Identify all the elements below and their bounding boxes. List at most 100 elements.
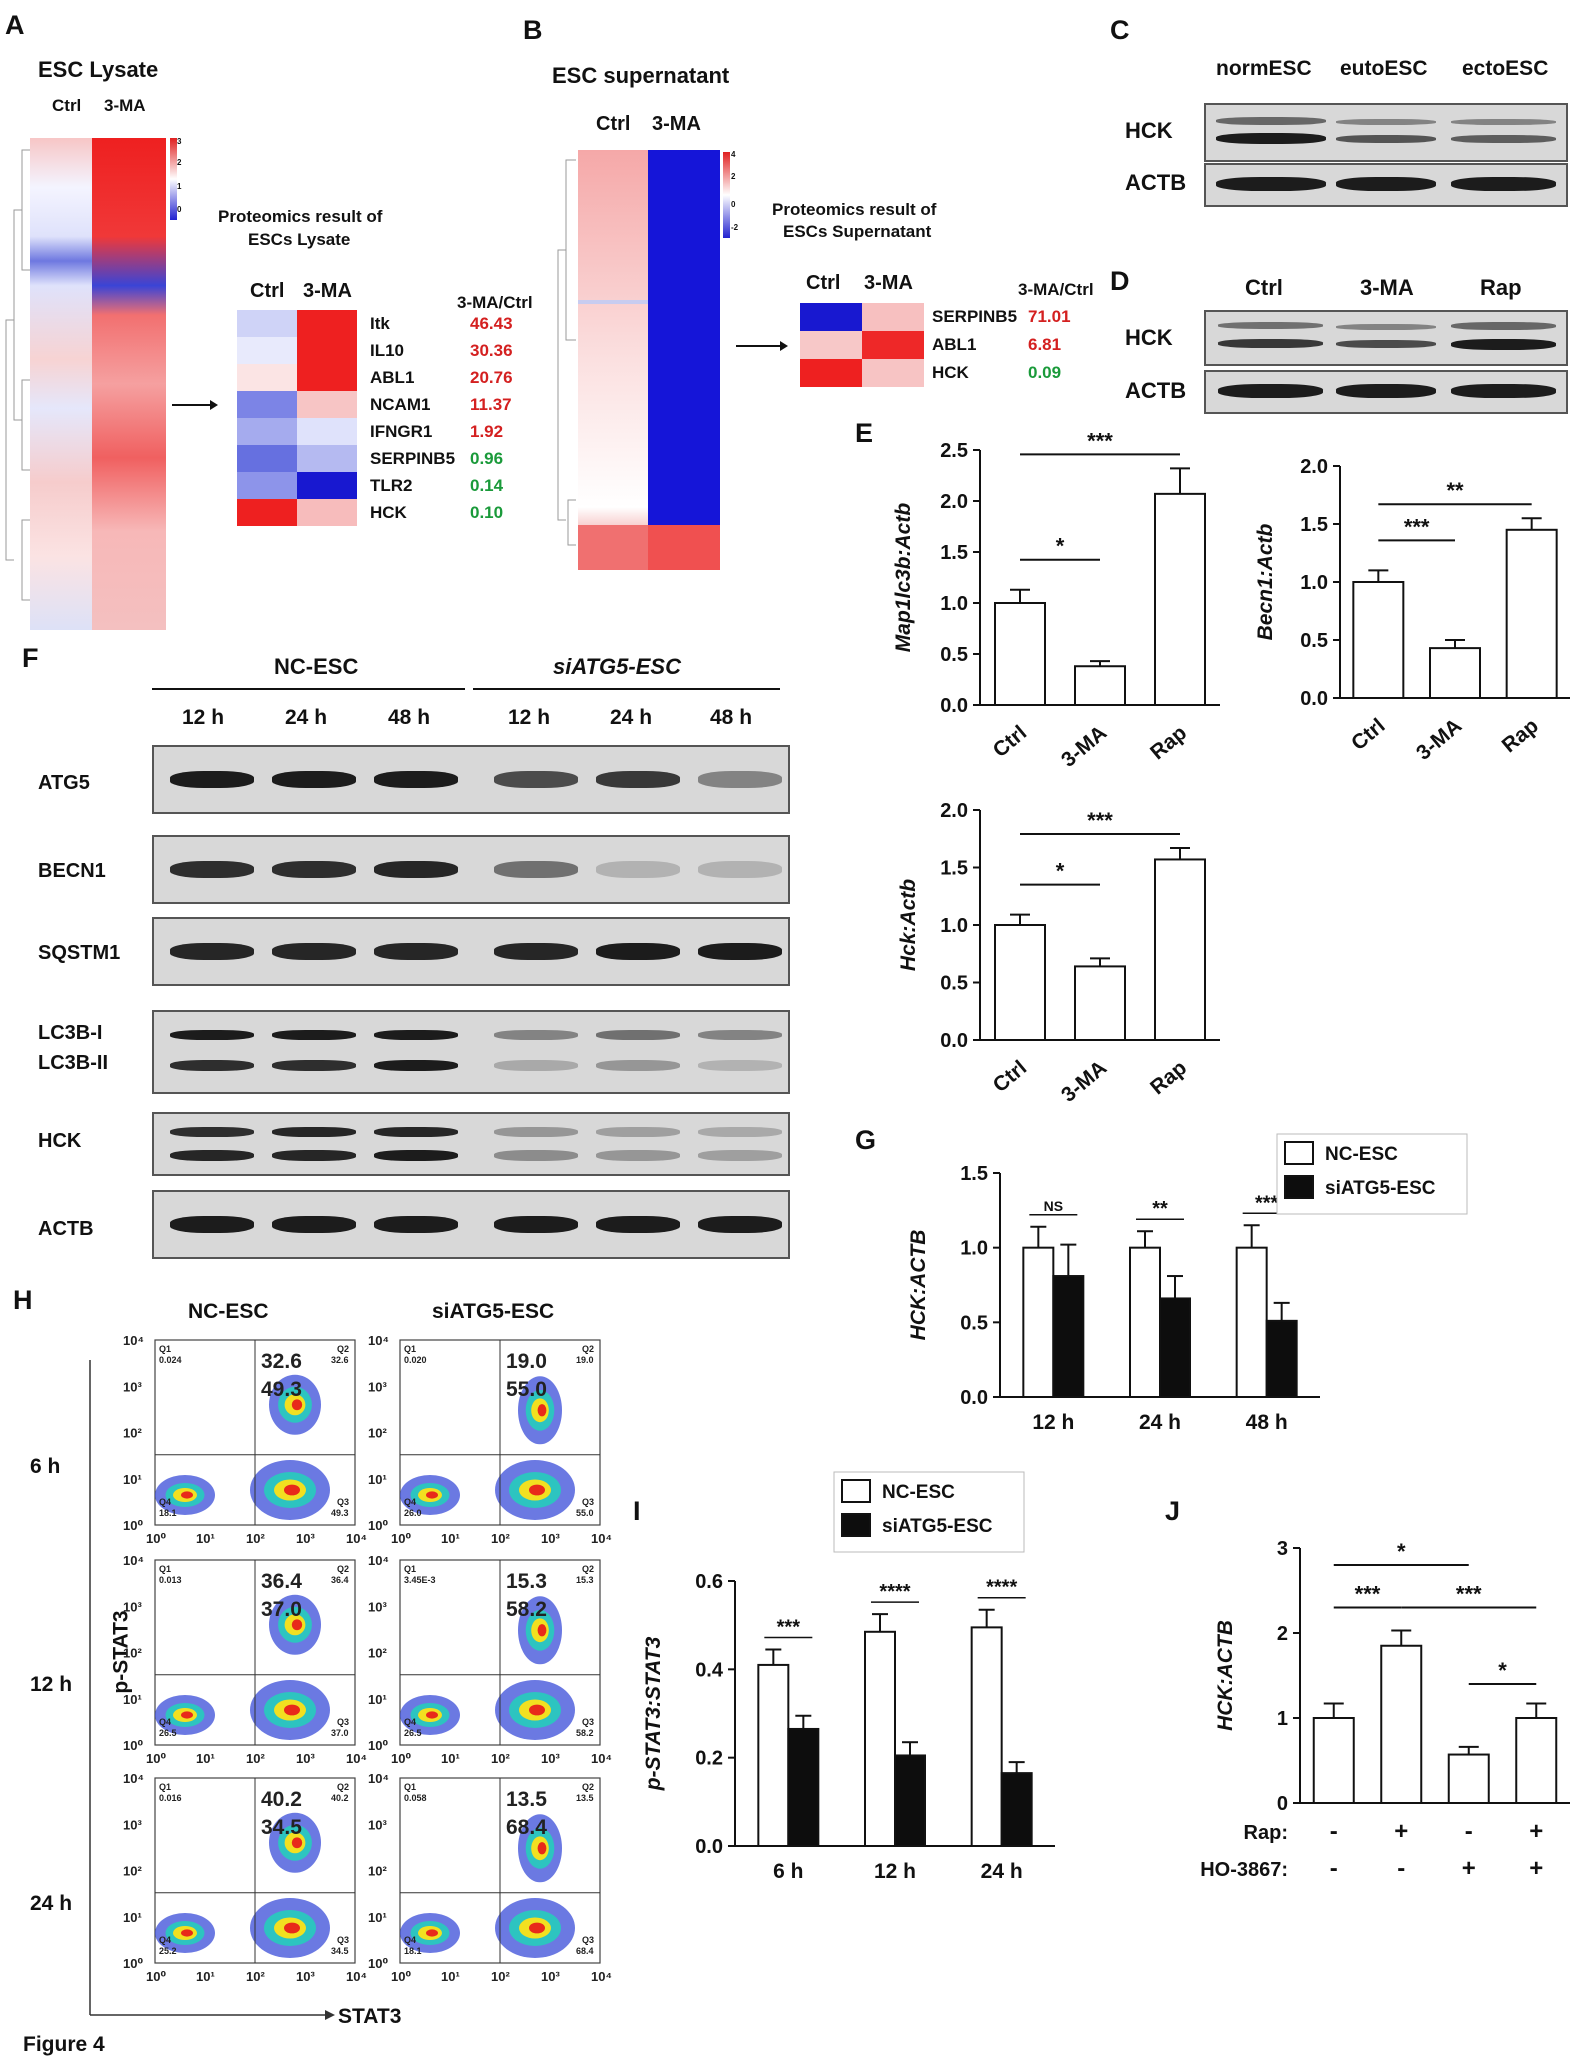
chart-i: 0.0 0.2 0.4 0.6 p-STAT3:STAT3 6 h *** 12 h **** 2… (642, 1471, 1055, 1883)
bar (1447, 1753, 1490, 1805)
panel-b-row-ratio: 6.81 (1028, 335, 1062, 354)
significance-label: *** (777, 1616, 801, 1638)
panel-a-small-col-ctrl: Ctrl (250, 280, 285, 302)
quadrant-q4-value: 26.5 (404, 1728, 422, 1738)
flow-y-tick: 10¹ (123, 1910, 142, 1925)
flow-x-tick: 10⁰ (391, 1531, 411, 1546)
panel-b-row-gene: HCK (932, 363, 969, 382)
panel-b-col-3ma: 3-MA (652, 113, 701, 135)
panel-d-blot-actb (1204, 370, 1568, 414)
flow-cluster (284, 1484, 300, 1496)
flow-y-tick: 10⁴ (123, 1771, 144, 1786)
quadrant-q3-label: Q3 (582, 1935, 594, 1945)
panel-a-row-gene: IFNGR1 (370, 422, 433, 441)
blot-band (494, 942, 578, 960)
quadrant-q1-value: 3.45E-3 (404, 1575, 436, 1585)
panel-c-lane-2: eutoESC (1340, 57, 1428, 80)
flow-cluster (291, 1837, 303, 1849)
flow-y-tick: 10¹ (368, 1472, 387, 1487)
panel-a-row-gene: NCAM1 (370, 395, 431, 414)
panel-f-time-5: 24 h (610, 706, 653, 729)
quadrant-top-percent: 13.5 (506, 1788, 547, 1811)
treatment-row-label: Rap: (1244, 1822, 1288, 1844)
quadrant-q2-label: Q2 (582, 1782, 594, 1792)
quadrant-q4-value: 18.1 (404, 1946, 422, 1956)
flow-cluster (284, 1922, 300, 1934)
blot-band (698, 1060, 782, 1071)
bar-siatg5-esc (1052, 1275, 1085, 1399)
panel-b-scale-0: 0 (731, 200, 736, 209)
significance-label: *** (1087, 808, 1113, 833)
blot-band (170, 1150, 254, 1161)
panel-f-time-2: 24 h (285, 706, 328, 729)
panel-f-time-4: 12 h (508, 706, 551, 729)
treatment-sign: + (1462, 1855, 1476, 1882)
quadrant-q1-value: 0.024 (159, 1355, 182, 1365)
quadrant-q2-value: 40.2 (331, 1793, 349, 1803)
panel-label-g: G (855, 1125, 877, 1155)
flow-y-tick: 10² (123, 1864, 142, 1879)
quadrant-q2-label: Q2 (337, 1344, 349, 1354)
legend-label: siATG5-ESC (882, 1516, 993, 1537)
panel-a-title: ESC Lysate (38, 57, 159, 82)
flow-y-tick: 10³ (123, 1599, 142, 1614)
quadrant-q1-label: Q1 (159, 1344, 171, 1354)
y-tick-label: 2.5 (940, 440, 968, 462)
panel-a-row-ratio: 0.10 (470, 503, 504, 522)
flow-x-tick: 10⁰ (391, 1969, 411, 1984)
panel-d-row-hck: HCK (1125, 325, 1173, 350)
y-tick-label: 0.0 (940, 695, 968, 717)
legend-label: NC-ESC (882, 1482, 955, 1503)
panel-f-row-actb: ACTB (38, 1218, 94, 1240)
y-tick-label: 1 (1277, 1708, 1288, 1730)
flow-y-tick: 10¹ (368, 1692, 387, 1707)
quadrant-q3-value: 58.2 (576, 1728, 594, 1738)
flow-x-tick: 10² (491, 1751, 510, 1766)
quadrant-q1-label: Q1 (159, 1564, 171, 1574)
flow-y-tick: 10⁰ (123, 1738, 143, 1753)
flow-x-tick: 10⁴ (591, 1531, 612, 1546)
flow-cluster (426, 1491, 438, 1499)
panel-a-row-gene: IL10 (370, 341, 405, 360)
flow-x-tick: 10⁰ (391, 1751, 411, 1766)
blot-band (170, 860, 254, 878)
quadrant-q3-value: 68.4 (576, 1946, 594, 1956)
blot-band (494, 1127, 578, 1138)
blot-band (272, 860, 356, 878)
flow-x-tick: 10³ (296, 1531, 315, 1546)
quadrant-q3-value: 55.0 (576, 1508, 594, 1518)
quadrant-q1-value: 0.016 (159, 1793, 182, 1803)
flow-x-tick: 10² (246, 1751, 265, 1766)
panel-h-row-24h: 24 h (30, 1892, 73, 1915)
flow-cluster (537, 1404, 547, 1417)
panel-c-row-actb: ACTB (1125, 170, 1187, 195)
flow-plot: Q10.020Q219.0Q355.0Q426.019.055.010⁰10⁰1… (368, 1333, 612, 1546)
bar-siatg5-esc (894, 1754, 926, 1848)
panel-a-subtitle-2: ESCs Lysate (248, 230, 351, 249)
panel-b-subtitle-1: Proteomics result of (772, 200, 937, 219)
y-tick-label: 0.0 (960, 1387, 988, 1409)
treatment-sign: + (1394, 1818, 1408, 1845)
flow-x-tick: 10⁰ (146, 1751, 166, 1766)
flow-y-tick: 10³ (368, 1599, 387, 1614)
flow-cluster (181, 1491, 193, 1499)
flow-y-tick: 10⁴ (368, 1771, 389, 1786)
flow-x-tick: 10¹ (441, 1969, 460, 1984)
bar (1515, 1717, 1558, 1804)
flow-y-tick: 10⁴ (368, 1553, 389, 1568)
panel-label-a: A (5, 10, 25, 40)
bar (1154, 492, 1206, 706)
blot-band (374, 1127, 458, 1138)
quadrant-q4-value: 26.0 (404, 1508, 422, 1518)
panel-d-blot-hck (1204, 310, 1568, 366)
bar-siatg5-esc (1265, 1319, 1298, 1398)
significance-label: *** (1456, 1582, 1482, 1607)
bar-nc-esc (864, 1630, 896, 1847)
y-tick-label: 2 (1277, 1623, 1288, 1645)
panel-f-blot (152, 1112, 790, 1176)
panel-h-col-si: siATG5-ESC (432, 1300, 555, 1323)
panel-c-blot-actb (1204, 163, 1568, 207)
panel-a-row-gene: Itk (370, 314, 390, 333)
